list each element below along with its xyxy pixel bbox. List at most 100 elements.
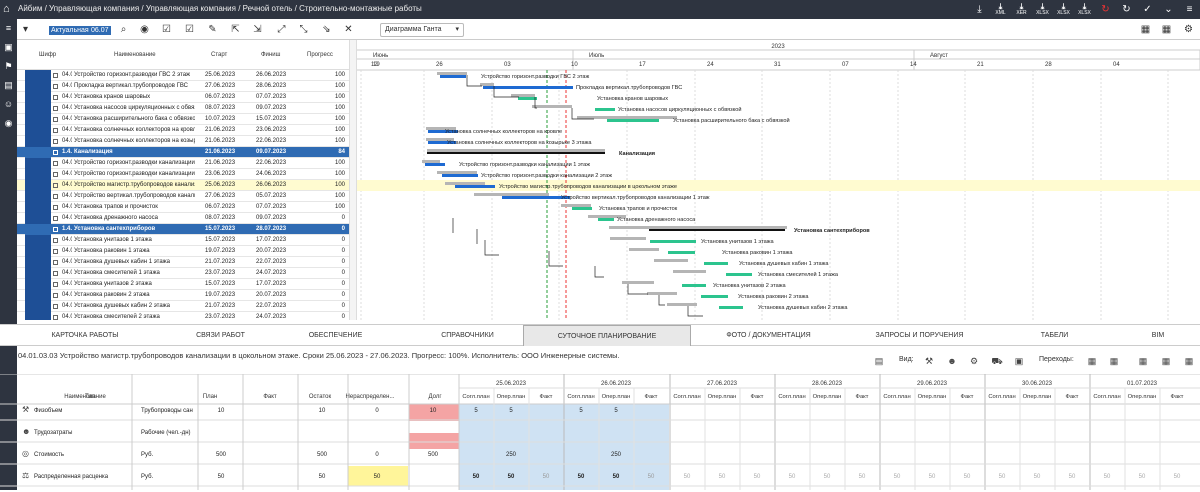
box-icon[interactable]: ▣ bbox=[1014, 356, 1024, 366]
xer-icon[interactable]: ⤓ XER bbox=[1016, 2, 1027, 16]
row-checkbox[interactable] bbox=[53, 106, 58, 111]
calendar-first-icon[interactable]: ▦ bbox=[1087, 356, 1097, 366]
table-row[interactable]: 8504.0Устройство вертикал.трубопроводов … bbox=[17, 191, 349, 202]
breadcrumb[interactable]: Айбим / Управляющая компания / Управляющ… bbox=[18, 4, 422, 13]
collapse-arrows-icon[interactable]: ⤡ bbox=[299, 24, 308, 35]
tab-4[interactable]: СУТОЧНОЕ ПЛАНИРОВАНИЕ bbox=[523, 325, 691, 346]
pdf-export-icon[interactable]: ▦ bbox=[1161, 24, 1172, 35]
calendar-last-icon[interactable]: ▦ bbox=[1161, 356, 1171, 366]
xlsx-icon[interactable]: ⤓ XLSX bbox=[1078, 2, 1091, 16]
row-checkbox[interactable] bbox=[53, 150, 58, 155]
pane-splitter[interactable] bbox=[349, 40, 357, 320]
edit-icon[interactable]: ✎ bbox=[208, 24, 217, 35]
xlsx-icon[interactable]: ⤓ XLSX bbox=[1057, 2, 1070, 16]
tab-3[interactable]: СПРАВОЧНИКИ bbox=[441, 332, 494, 339]
col-code[interactable]: Шифр bbox=[39, 52, 57, 58]
table-row[interactable]: 9404.0Установка раковин 2 этажа19.07.202… bbox=[17, 290, 349, 301]
table-row[interactable]: 7504.0Прокладка вертикал.трубопроводов Г… bbox=[17, 81, 349, 92]
table-row[interactable]: 9304.0Установка унитазов 2 этажа15.07.20… bbox=[17, 279, 349, 290]
shrink-icon[interactable]: ⇘ bbox=[322, 24, 331, 35]
row-checkbox[interactable] bbox=[53, 84, 58, 89]
flag-icon[interactable]: ⚑ bbox=[4, 61, 13, 71]
col-progress[interactable]: Прогресс bbox=[307, 52, 333, 58]
database-icon[interactable]: ◉ bbox=[4, 118, 13, 128]
truck-icon[interactable]: ⛟ bbox=[991, 356, 1003, 366]
hierarchy-icon[interactable]: ≡ bbox=[5, 23, 12, 33]
person-icon[interactable]: ☻ bbox=[947, 356, 957, 366]
row-checkbox[interactable] bbox=[53, 293, 58, 298]
table-row[interactable]: 9104.0Установка душевых кабин 1 этажа21.… bbox=[17, 257, 349, 268]
clipboard-icon[interactable]: ▤ bbox=[874, 356, 884, 366]
machine-icon[interactable]: ⚙ bbox=[969, 356, 979, 366]
table-row[interactable]: 7804.0Установка расширительного бака с о… bbox=[17, 114, 349, 125]
worker-icon[interactable]: ⚒ bbox=[924, 356, 934, 366]
tab-2[interactable]: ОБЕСПЕЧЕНИЕ bbox=[308, 332, 363, 339]
row-checkbox[interactable] bbox=[53, 183, 58, 188]
users-icon[interactable]: ☺ bbox=[3, 99, 14, 109]
export-icon[interactable]: ⇱ bbox=[231, 24, 240, 35]
checklist-icon[interactable]: ☑ bbox=[162, 24, 171, 35]
table-row[interactable]: 9004.0Установка раковин 1 этажа19.07.202… bbox=[17, 246, 349, 257]
table-row[interactable]: 8204.0Устройство горизонт.разводки канал… bbox=[17, 158, 349, 169]
row-checkbox[interactable] bbox=[53, 117, 58, 122]
row-checkbox[interactable] bbox=[53, 161, 58, 166]
tab-6[interactable]: ЗАПРОСЫ И ПОРУЧЕНИЯ bbox=[875, 332, 964, 339]
check-circle-icon[interactable]: ✓ bbox=[1143, 3, 1152, 15]
table-row[interactable]: 7404.0Устройство горизонт.разводки ГВС 2… bbox=[17, 70, 349, 81]
version-date[interactable]: 06.07 bbox=[89, 26, 111, 35]
row-checkbox[interactable] bbox=[53, 238, 58, 243]
collapse-icon[interactable]: ▾ bbox=[22, 24, 29, 35]
row-checkbox[interactable] bbox=[53, 271, 58, 276]
table-row[interactable]: 7904.0Установка солнечных коллекторов на… bbox=[17, 125, 349, 136]
row-checkbox[interactable] bbox=[53, 282, 58, 287]
xlsx-export-icon[interactable]: ▦ bbox=[1140, 24, 1151, 35]
row-checkbox[interactable] bbox=[53, 315, 58, 320]
table-row[interactable]: 9504.0Установка душевых кабин 2 этажа21.… bbox=[17, 301, 349, 312]
table-row[interactable]: 8004.0Установка солнечных коллекторов на… bbox=[17, 136, 349, 147]
calendar-prev-icon[interactable]: ▦ bbox=[1109, 356, 1119, 366]
table-row[interactable]: 881.4.Установка сантехприборов15.07.2023… bbox=[17, 224, 349, 235]
row-checkbox[interactable] bbox=[53, 194, 58, 199]
row-checkbox[interactable] bbox=[53, 260, 58, 265]
refresh-icon[interactable]: ↻ bbox=[1122, 3, 1131, 15]
refresh-red-icon[interactable]: ↻ bbox=[1101, 3, 1110, 15]
row-checkbox[interactable] bbox=[53, 73, 58, 78]
row-checkbox[interactable] bbox=[53, 139, 58, 144]
row-checkbox[interactable] bbox=[53, 128, 58, 133]
home-icon[interactable]: ⌂ bbox=[3, 3, 10, 15]
col-finish[interactable]: Финиш bbox=[261, 52, 281, 58]
view-select[interactable]: Диаграмма Ганта ▾ bbox=[380, 23, 464, 37]
cube-icon[interactable]: ▣ bbox=[4, 42, 13, 52]
tab-0[interactable]: КАРТОЧКА РАБОТЫ bbox=[51, 332, 119, 339]
link-icon[interactable]: ⇲ bbox=[253, 24, 262, 35]
row-checkbox[interactable] bbox=[53, 216, 58, 221]
search-icon[interactable]: ⌕ bbox=[120, 24, 127, 35]
col-start[interactable]: Старт bbox=[211, 52, 228, 58]
row-checkbox[interactable] bbox=[53, 304, 58, 309]
settings-icon[interactable]: ⚙ bbox=[1184, 24, 1193, 35]
row-checkbox[interactable] bbox=[53, 172, 58, 177]
table-row[interactable]: 8704.0Установка дренажного насоса08.07.2… bbox=[17, 213, 349, 224]
table-row[interactable]: 9604.0Установка смесителей 2 этажа23.07.… bbox=[17, 312, 349, 320]
download-icon[interactable]: ⤓ bbox=[977, 3, 982, 15]
chart-icon[interactable]: ▤ bbox=[4, 80, 13, 90]
eye-icon[interactable]: ◉ bbox=[140, 24, 149, 35]
xlsx-icon[interactable]: ⤓ XLSX bbox=[1036, 2, 1049, 16]
chevron-down-icon[interactable]: ⌄ bbox=[1164, 3, 1173, 15]
row-checkbox[interactable] bbox=[53, 205, 58, 210]
tab-5[interactable]: ФОТО / ДОКУМЕНТАЦИЯ bbox=[726, 332, 811, 339]
xml-icon[interactable]: ⤓ XML bbox=[995, 2, 1006, 16]
table-row[interactable]: 7604.0Установка кранов шаровых06.07.2023… bbox=[17, 92, 349, 103]
table-row[interactable]: 7704.0Установка насосов циркуляционных с… bbox=[17, 103, 349, 114]
row-checkbox[interactable] bbox=[53, 249, 58, 254]
row-checkbox[interactable] bbox=[53, 95, 58, 100]
close-icon[interactable]: ✕ bbox=[344, 24, 353, 35]
expand-icon[interactable]: ⤢ bbox=[277, 24, 286, 35]
menu-icon[interactable]: ≡ bbox=[1186, 3, 1193, 15]
table-row[interactable]: 8604.0Установка трапов и прочисток06.07.… bbox=[17, 202, 349, 213]
tab-8[interactable]: BIM bbox=[1151, 332, 1165, 339]
tab-1[interactable]: СВЯЗИ РАБОТ bbox=[196, 332, 245, 339]
col-name[interactable]: Наименование bbox=[114, 52, 156, 58]
version-badge[interactable]: Актуальная bbox=[49, 26, 91, 35]
